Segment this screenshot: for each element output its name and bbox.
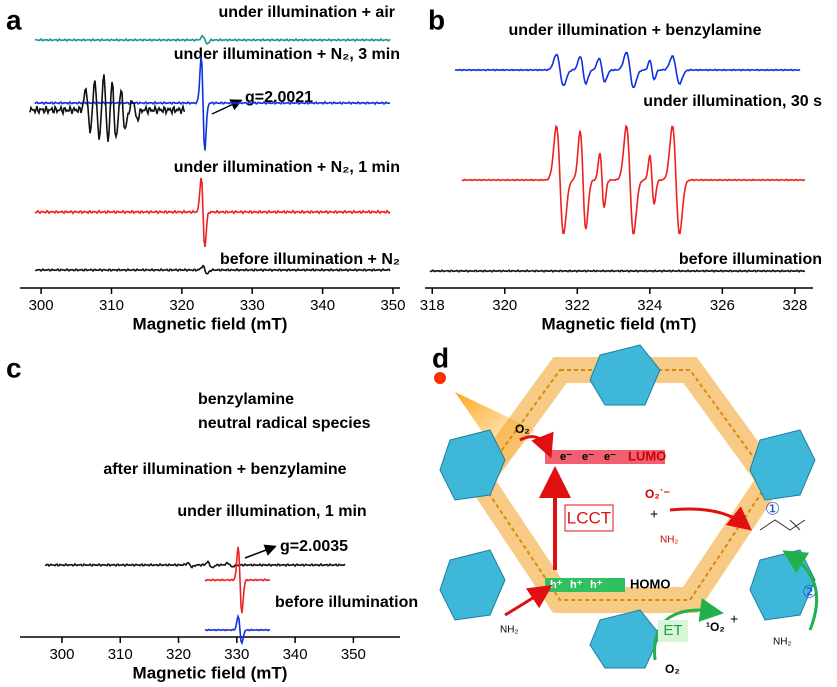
trace-label: under illumination + N₂, 3 min (174, 46, 400, 63)
panel-label: b (428, 4, 445, 35)
arrow (245, 547, 274, 558)
arrow (505, 590, 545, 615)
lcct-label: LCCT (567, 508, 611, 527)
x-axis-label: Magnetic field (mT) (133, 663, 288, 682)
amine: NH₂ (773, 637, 791, 648)
imine (760, 520, 805, 530)
hole: h⁺ (550, 579, 563, 591)
trace-label: before illumination (679, 251, 822, 268)
x-tick-label: 324 (637, 297, 662, 314)
x-tick-label: 340 (283, 646, 308, 663)
x-tick-label: 320 (492, 297, 517, 314)
spectrum (462, 126, 805, 233)
arrow (520, 437, 548, 450)
spectrum (205, 547, 270, 613)
x-axis-label: Magnetic field (mT) (133, 314, 288, 333)
x-tick-label: 310 (99, 297, 124, 314)
plus: + (730, 611, 738, 627)
electron: e⁻ (560, 451, 572, 463)
figure: a b c d under illumination + air under i… (0, 0, 837, 682)
x-tick-label: 340 (310, 297, 335, 314)
sun (434, 372, 446, 384)
o2-label: O₂ (665, 662, 680, 676)
homo-label: HOMO (630, 576, 670, 591)
hole: h⁺ (590, 579, 603, 591)
trace-label: under illumination + N₂, 1 min (174, 159, 400, 176)
o2-label: O₂ (515, 422, 530, 436)
trace-label: neutral radical species (198, 415, 371, 432)
panel-label: a (6, 4, 22, 35)
x-tick-label: 326 (710, 297, 735, 314)
trace-label: under illumination + air (219, 4, 395, 21)
panel-label: d (432, 342, 449, 373)
spectrum (35, 36, 390, 44)
spectrum (45, 561, 345, 567)
x-tick-label: 300 (29, 297, 54, 314)
annotation: g=2.0035 (280, 538, 348, 555)
x-tick-label: 318 (420, 297, 445, 314)
x-tick-label: 300 (49, 646, 74, 663)
trace-label: before illumination + N₂ (220, 251, 400, 268)
superoxide: O₂˙⁻ (645, 487, 670, 501)
et-label: ET (663, 622, 682, 639)
x-tick-label: 320 (166, 646, 191, 663)
step-label: ① (765, 499, 780, 518)
hole: h⁺ (570, 579, 583, 591)
amine: NH₂ (660, 535, 678, 546)
trace-label: benzylamine (198, 391, 294, 408)
x-tick-label: 330 (240, 297, 265, 314)
electron: e⁻ (604, 451, 616, 463)
spectrum (30, 74, 185, 141)
panel-label: c (6, 352, 22, 383)
x-tick-label: 320 (169, 297, 194, 314)
lumo-label: LUMO (628, 448, 666, 463)
x-tick-label: 330 (224, 646, 249, 663)
mechanism-diagram: e⁻ e⁻ e⁻ h⁺ h⁺ h⁺ LUMO HOMO LCCT O₂ O₂˙⁻… (434, 345, 817, 676)
spectrum (455, 53, 800, 87)
singlet-oxygen: ¹O₂ (706, 620, 725, 634)
trace-label: under illumination + benzylamine (509, 22, 762, 39)
x-axis-label: Magnetic field (mT) (542, 314, 697, 333)
electron: e⁻ (582, 451, 594, 463)
x-tick-label: 310 (108, 646, 133, 663)
x-tick-label: 322 (565, 297, 590, 314)
amine: NH₂ (500, 625, 518, 636)
spectrum (430, 270, 805, 272)
spectrum (35, 178, 390, 247)
x-tick-label: 328 (782, 297, 807, 314)
x-tick-label: 350 (341, 646, 366, 663)
x-tick-label: 350 (380, 297, 405, 314)
trace-label: under illumination, 1 min (177, 503, 366, 520)
trace-label: after illumination + benzylamine (103, 461, 346, 478)
trace-label: before illumination (275, 594, 418, 611)
plus: + (650, 506, 658, 522)
trace-label: under illumination, 30 s (643, 93, 822, 110)
